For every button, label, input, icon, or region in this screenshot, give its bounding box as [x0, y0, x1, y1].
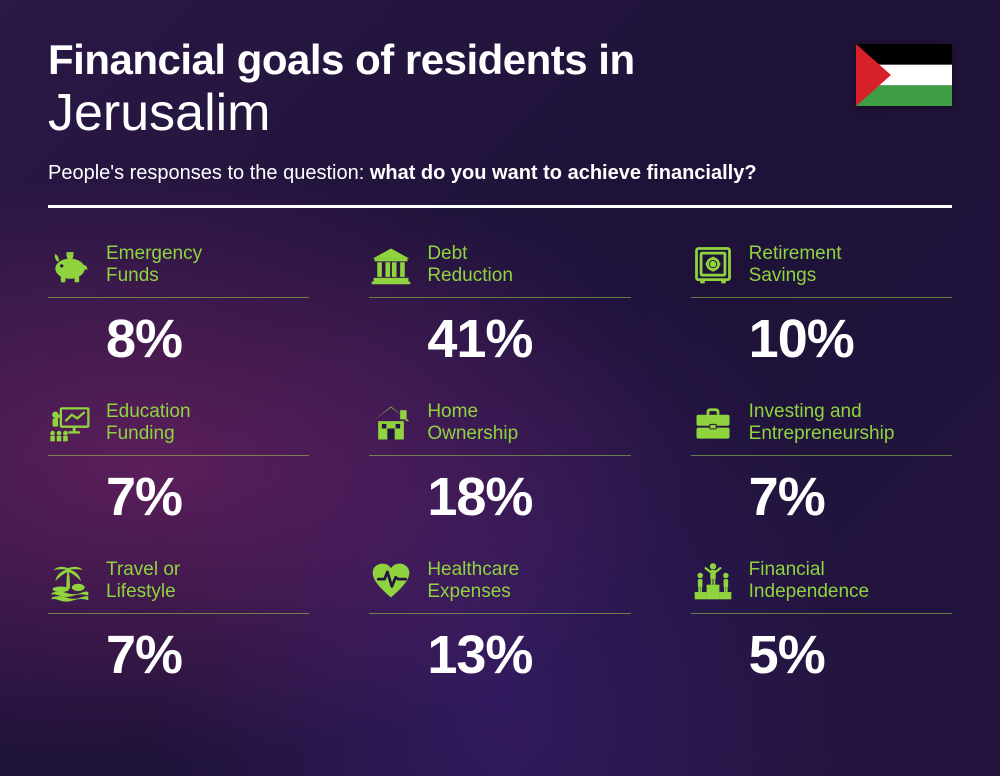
stat-label: EmergencyFunds [106, 243, 202, 288]
stat-label: Travel orLifestyle [106, 559, 180, 604]
safe-icon [691, 243, 735, 287]
stat-healthcare-expenses: HealthcareExpenses 13% [369, 558, 630, 686]
subtitle: People's responses to the question: what… [48, 162, 952, 185]
stats-grid: EmergencyFunds 8% DebtReduction 41% Reti… [48, 242, 952, 686]
piggy-bank-icon [48, 243, 92, 287]
flag-icon [856, 44, 952, 106]
stat-label: Investing andEntrepreneurship [749, 401, 895, 446]
subtitle-prefix: People's responses to the question: [48, 162, 370, 184]
presentation-icon [48, 401, 92, 445]
stat-label: RetirementSavings [749, 243, 842, 288]
stat-investing-entrepreneurship: Investing andEntrepreneurship 7% [691, 400, 952, 528]
stat-home-ownership: HomeOwnership 18% [369, 400, 630, 528]
stat-value: 7% [691, 466, 952, 528]
stat-label: HealthcareExpenses [427, 559, 519, 604]
stat-emergency-funds: EmergencyFunds 8% [48, 242, 309, 370]
stat-value: 13% [369, 624, 630, 686]
divider [48, 205, 952, 208]
stat-value: 41% [369, 308, 630, 370]
page-title: Financial goals of residents in [48, 38, 952, 82]
stat-label: DebtReduction [427, 243, 513, 288]
stat-financial-independence: FinancialIndependence 5% [691, 558, 952, 686]
stat-education-funding: EducationFunding 7% [48, 400, 309, 528]
stat-travel-lifestyle: Travel orLifestyle 7% [48, 558, 309, 686]
stat-value: 7% [48, 466, 309, 528]
stat-label: FinancialIndependence [749, 559, 869, 604]
bank-icon [369, 243, 413, 287]
stat-value: 18% [369, 466, 630, 528]
stat-label: EducationFunding [106, 401, 191, 446]
location-name: Jerusalim [48, 84, 952, 144]
heart-pulse-icon [369, 559, 413, 603]
header: Financial goals of residents in Jerusali… [48, 38, 952, 185]
stat-retirement-savings: RetirementSavings 10% [691, 242, 952, 370]
stat-value: 10% [691, 308, 952, 370]
podium-icon [691, 559, 735, 603]
stat-label: HomeOwnership [427, 401, 518, 446]
briefcase-icon [691, 401, 735, 445]
stat-debt-reduction: DebtReduction 41% [369, 242, 630, 370]
subtitle-question: what do you want to achieve financially? [370, 162, 757, 184]
stat-value: 7% [48, 624, 309, 686]
stat-value: 8% [48, 308, 309, 370]
palm-beach-icon [48, 559, 92, 603]
stat-value: 5% [691, 624, 952, 686]
house-icon [369, 401, 413, 445]
